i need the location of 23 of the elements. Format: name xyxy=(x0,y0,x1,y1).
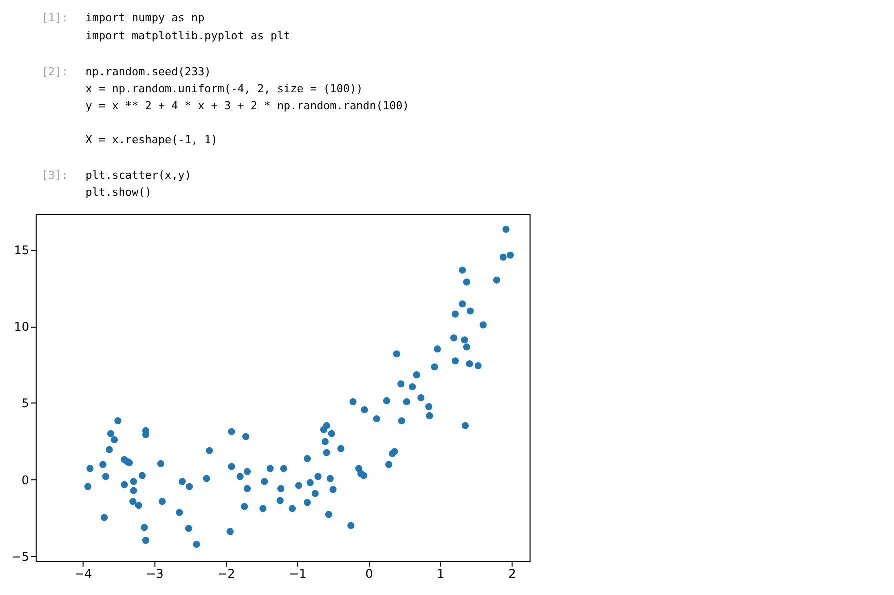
text: y = x ** 2 + 4 * x + 3 + 2 * np.random.randn(100) xyxy=(86,99,410,112)
text: [1]: xyxy=(42,12,68,25)
x-tick-label: 1 xyxy=(437,566,445,581)
x-tick-label: −4 xyxy=(74,566,92,581)
text: x = np.random.uniform(-4, 2, size = (100)) xyxy=(86,82,364,96)
y-tick-label: 0 xyxy=(22,473,30,488)
y-tick-label: 15 xyxy=(14,244,30,258)
text: import matplotlib.pyplot as plt xyxy=(86,30,291,43)
y-tick-label: −5 xyxy=(12,550,30,564)
text: [3]: xyxy=(42,169,68,182)
x-tick-label: −2 xyxy=(218,566,236,581)
text: np.random.seed(233) xyxy=(86,65,212,78)
x-tick-label: 0 xyxy=(366,566,374,581)
text: plt.show() xyxy=(86,186,152,200)
text: plt.scatter(x,y) xyxy=(86,169,192,182)
text: [2]: xyxy=(42,65,68,78)
text: X = x.reshape(-1, 1) xyxy=(86,133,218,146)
y-tick-label: 5 xyxy=(22,396,30,411)
x-tick-label: 2 xyxy=(508,566,516,581)
text: import numpy as np xyxy=(86,12,205,25)
x-tick-label: −3 xyxy=(146,566,164,581)
y-tick-label: 10 xyxy=(14,320,30,334)
x-tick-label: −1 xyxy=(289,566,307,581)
